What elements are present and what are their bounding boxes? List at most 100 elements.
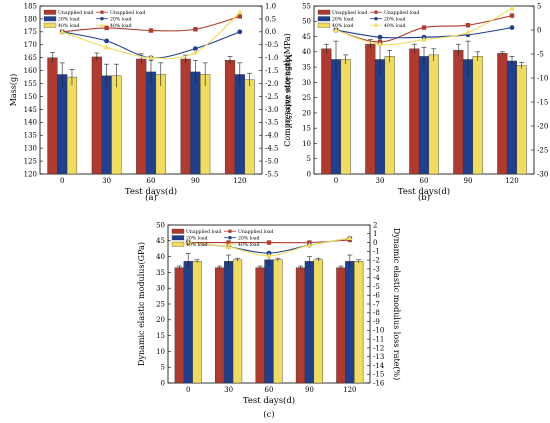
x-tick-label: 90 [464,177,473,185]
bar [313,259,323,384]
y-tick-label: 180 [24,15,37,23]
panel-label: (a) [145,192,157,203]
bar [336,267,346,384]
legend-label: Unapplied load [186,229,221,235]
legend-marker [100,23,104,27]
line-marker [185,239,191,245]
y-tick-label: 40 [302,48,311,56]
bar [384,56,395,175]
y2-tick-label: 0.0 [265,28,276,36]
line-marker [306,242,313,248]
y-tick-label: 25 [156,300,165,308]
x-tick-label: 60 [147,177,156,185]
bar [255,267,265,384]
legend-marker [374,10,378,14]
bar [409,48,420,175]
loss-rate-line [62,31,240,59]
legend-swatch [317,22,331,28]
legend-marker [100,17,104,21]
bar [321,48,332,175]
legend-label: Unapplied load [58,10,93,16]
y-tick-label: 160 [24,67,37,75]
bar [183,261,193,384]
bar [304,261,315,384]
bar [91,56,102,175]
line-marker [509,25,515,30]
y2-tick-label: -4 [373,274,380,282]
y2-tick-label: -1 [373,248,380,256]
x-tick-label: 30 [102,177,111,185]
legend-label: 40% load [58,23,80,29]
line-marker [509,5,515,11]
loss-rate-line [62,12,241,59]
legend-swatch [317,16,331,22]
legend-label: 40% load [238,242,260,248]
bar [101,75,112,175]
y2-tick-label: -10 [373,327,384,335]
legend-marker [228,242,232,246]
y2-tick-label: -3.0 [265,106,279,114]
legend-label: Unapplied load [110,10,145,16]
line-marker [59,28,65,34]
legend-label: 20% load [384,17,406,23]
y-tick-label: 125 [24,157,37,165]
line-marker [237,29,243,35]
y-tick-label: 140 [24,119,37,127]
legend-label: 20% load [238,236,260,242]
bar [57,74,68,175]
legend-label: 40% load [110,23,132,29]
bar [234,74,245,175]
y-axis-title: Dynamic elastic modulus(GPa) [137,242,146,366]
y-axis-title: Mass(g) [9,74,18,107]
line-marker [421,36,427,42]
bar [190,71,201,175]
bar [224,60,236,175]
y-tick-label: 5 [307,155,311,163]
line-marker [237,14,242,19]
x-tick-label: 120 [343,386,356,394]
line-marker [266,252,272,258]
bar [506,60,518,175]
y2-axis-title: Dynamic elastic modulus loss rate(%) [392,228,401,381]
line-marker [226,240,231,245]
y-tick-label: 30 [156,285,165,293]
line-marker [148,28,154,33]
legend-swatch [43,16,57,22]
y-tick-label: 185 [24,2,37,10]
line-marker [192,49,199,55]
y-tick-label: 45 [302,33,311,41]
y-tick-label: 55 [302,2,311,10]
y-tick-label: 155 [24,80,37,88]
bar [345,261,355,384]
bar [180,58,191,175]
x-tick-label: 0 [186,386,190,394]
y2-tick-label: 1.0 [265,2,276,10]
bar [264,259,274,384]
line-marker [103,44,110,50]
y-tick-label: 120 [24,170,37,178]
bar [365,43,376,175]
y2-tick-label: -2 [373,257,380,265]
line-marker [377,34,383,40]
line-marker [193,27,198,32]
legend-marker [374,17,378,21]
y2-tick-label: -2.0 [265,80,279,88]
y-axis-title: Compressive strength(MPa) [283,33,292,147]
y2-tick-label: 2 [373,221,377,229]
bar [273,259,283,384]
x-tick-label: 90 [191,177,200,185]
legend-label: 20% load [58,17,80,23]
line-marker [465,29,471,35]
y2-tick-label: -3 [373,265,380,273]
y2-tick-label: -10 [537,74,548,82]
y2-tick-label: -13 [373,353,384,361]
line-marker [266,240,272,245]
legend-label: 40% load [384,23,406,29]
legend-label: 40% load [186,242,208,248]
y-tick-label: 135 [24,132,37,140]
y2-tick-label: 1 [373,230,377,238]
bar [354,261,364,384]
bar [418,56,430,175]
legend-label: Unapplied load [384,10,419,16]
